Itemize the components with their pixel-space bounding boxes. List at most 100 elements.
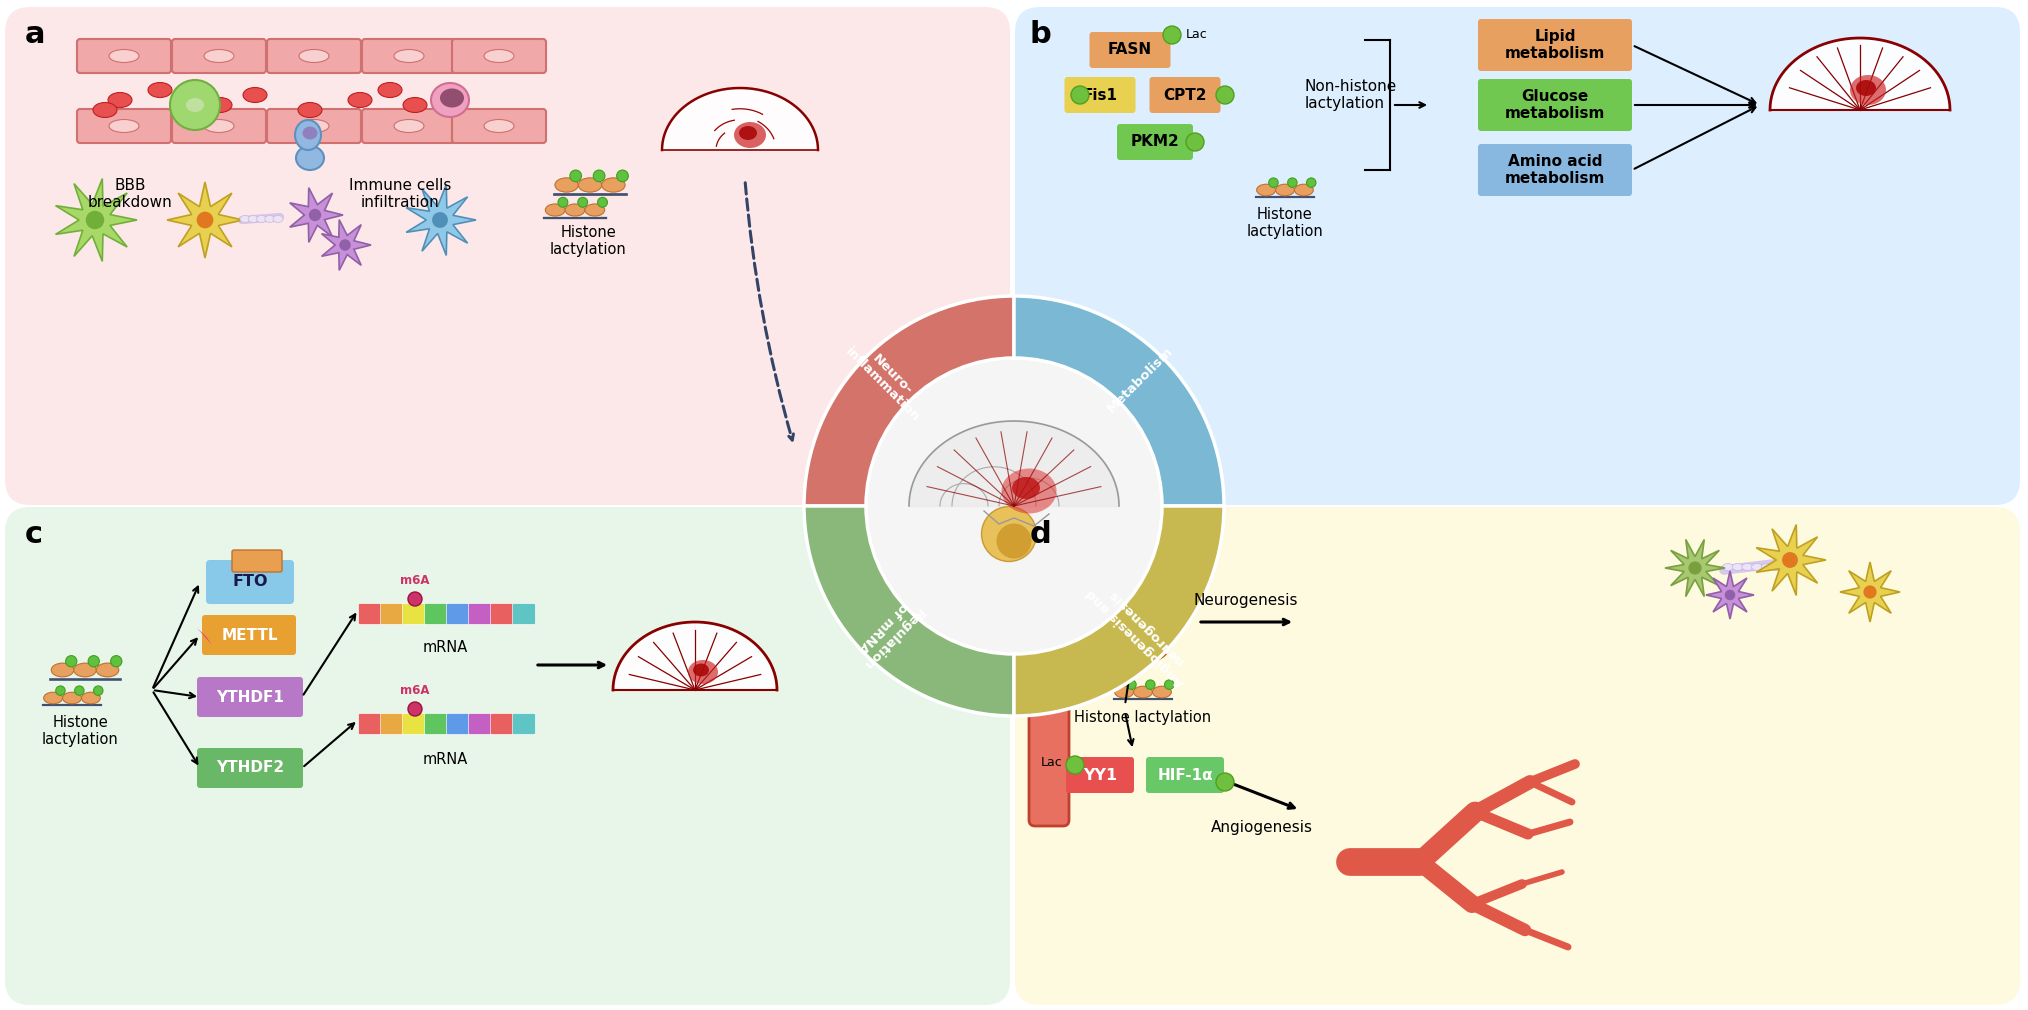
FancyBboxPatch shape bbox=[1150, 77, 1221, 113]
Ellipse shape bbox=[1134, 686, 1152, 698]
Text: CPT2: CPT2 bbox=[1164, 88, 1207, 102]
Ellipse shape bbox=[243, 88, 268, 102]
Ellipse shape bbox=[298, 119, 329, 132]
Ellipse shape bbox=[266, 215, 274, 222]
Circle shape bbox=[1270, 178, 1278, 188]
Circle shape bbox=[1217, 86, 1233, 104]
FancyBboxPatch shape bbox=[1089, 32, 1170, 68]
Ellipse shape bbox=[1856, 80, 1876, 96]
Ellipse shape bbox=[440, 89, 464, 107]
Circle shape bbox=[308, 209, 320, 221]
Text: Lipid
metabolism: Lipid metabolism bbox=[1505, 29, 1606, 62]
Polygon shape bbox=[1756, 524, 1825, 596]
Polygon shape bbox=[55, 179, 138, 262]
Ellipse shape bbox=[110, 49, 140, 63]
Text: Histone
lactylation: Histone lactylation bbox=[550, 225, 627, 258]
FancyBboxPatch shape bbox=[359, 713, 381, 734]
Text: FTO: FTO bbox=[233, 575, 268, 590]
Ellipse shape bbox=[294, 120, 320, 150]
Ellipse shape bbox=[1722, 564, 1734, 571]
Text: FASN: FASN bbox=[1107, 42, 1152, 58]
Text: METTL: METTL bbox=[221, 627, 278, 642]
Ellipse shape bbox=[1257, 184, 1276, 196]
Ellipse shape bbox=[247, 215, 258, 222]
Text: Lac: Lac bbox=[1040, 755, 1063, 769]
Ellipse shape bbox=[578, 178, 602, 192]
Circle shape bbox=[87, 655, 99, 667]
Ellipse shape bbox=[1152, 686, 1172, 698]
Wedge shape bbox=[803, 506, 1014, 716]
FancyBboxPatch shape bbox=[363, 39, 456, 73]
Circle shape bbox=[112, 655, 122, 667]
FancyBboxPatch shape bbox=[381, 713, 404, 734]
Circle shape bbox=[197, 212, 213, 228]
Circle shape bbox=[408, 592, 422, 606]
Circle shape bbox=[339, 239, 351, 250]
Polygon shape bbox=[197, 628, 213, 645]
Ellipse shape bbox=[1012, 477, 1040, 499]
Text: Histone
lactylation: Histone lactylation bbox=[1247, 207, 1324, 239]
Circle shape bbox=[1162, 26, 1180, 44]
Text: Immune cells
infiltration: Immune cells infiltration bbox=[349, 178, 450, 210]
Ellipse shape bbox=[694, 664, 710, 677]
FancyBboxPatch shape bbox=[513, 604, 535, 624]
Ellipse shape bbox=[404, 98, 428, 112]
Circle shape bbox=[866, 358, 1162, 654]
FancyBboxPatch shape bbox=[359, 604, 381, 624]
Ellipse shape bbox=[687, 660, 718, 684]
Wedge shape bbox=[803, 296, 1014, 506]
Text: Neuro-
inflammation: Neuro- inflammation bbox=[842, 334, 933, 424]
FancyBboxPatch shape bbox=[231, 550, 282, 572]
FancyBboxPatch shape bbox=[424, 604, 448, 624]
Ellipse shape bbox=[485, 119, 513, 132]
FancyBboxPatch shape bbox=[203, 615, 296, 655]
Circle shape bbox=[1864, 586, 1876, 599]
Circle shape bbox=[93, 686, 103, 695]
Text: Amino acid
metabolism: Amino acid metabolism bbox=[1505, 154, 1606, 186]
FancyBboxPatch shape bbox=[172, 109, 266, 143]
FancyBboxPatch shape bbox=[402, 604, 426, 624]
FancyBboxPatch shape bbox=[446, 713, 470, 734]
Text: YY1: YY1 bbox=[1083, 768, 1117, 783]
Circle shape bbox=[558, 197, 568, 207]
Ellipse shape bbox=[1276, 184, 1294, 196]
Ellipse shape bbox=[296, 146, 324, 170]
Circle shape bbox=[55, 686, 65, 695]
FancyBboxPatch shape bbox=[268, 39, 361, 73]
Ellipse shape bbox=[187, 98, 205, 112]
Text: b: b bbox=[1030, 20, 1053, 49]
Text: mRNA: mRNA bbox=[422, 752, 468, 767]
Ellipse shape bbox=[1115, 686, 1134, 698]
Circle shape bbox=[1306, 178, 1316, 188]
Ellipse shape bbox=[302, 126, 318, 139]
Circle shape bbox=[1783, 552, 1799, 568]
FancyBboxPatch shape bbox=[1478, 79, 1633, 131]
Text: m6A: m6A bbox=[400, 684, 430, 697]
Circle shape bbox=[65, 655, 77, 667]
FancyBboxPatch shape bbox=[268, 109, 361, 143]
Circle shape bbox=[1186, 133, 1205, 151]
FancyBboxPatch shape bbox=[424, 713, 448, 734]
Circle shape bbox=[1128, 680, 1136, 690]
Circle shape bbox=[432, 212, 448, 228]
Text: HIF-1α: HIF-1α bbox=[1158, 768, 1213, 783]
Polygon shape bbox=[1665, 539, 1726, 597]
FancyBboxPatch shape bbox=[1028, 684, 1069, 826]
Ellipse shape bbox=[1732, 564, 1744, 571]
Ellipse shape bbox=[432, 83, 468, 117]
Text: Histone
lactylation: Histone lactylation bbox=[43, 715, 118, 747]
Ellipse shape bbox=[584, 204, 604, 216]
Ellipse shape bbox=[485, 49, 513, 63]
Ellipse shape bbox=[566, 204, 584, 216]
Circle shape bbox=[617, 170, 629, 182]
Text: Glucose
metabolism: Glucose metabolism bbox=[1505, 89, 1606, 121]
FancyBboxPatch shape bbox=[452, 39, 546, 73]
Polygon shape bbox=[1706, 571, 1754, 619]
Circle shape bbox=[170, 80, 219, 130]
Ellipse shape bbox=[239, 215, 249, 222]
FancyBboxPatch shape bbox=[1478, 19, 1633, 71]
Text: d: d bbox=[1030, 520, 1053, 549]
Text: YTHDF1: YTHDF1 bbox=[217, 690, 284, 705]
Ellipse shape bbox=[1142, 631, 1160, 648]
Ellipse shape bbox=[1002, 469, 1057, 513]
